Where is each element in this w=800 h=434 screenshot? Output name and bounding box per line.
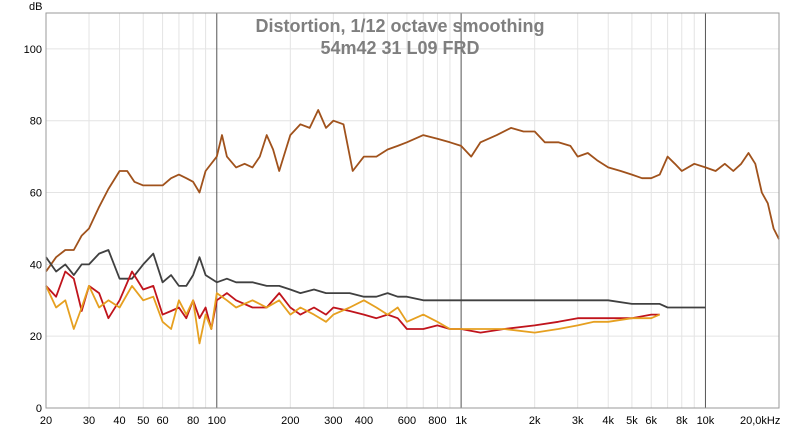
x-tick-label: 1k [455,415,467,427]
y-tick-label: 20 [30,331,42,343]
x-tick-label: 600 [398,415,416,427]
y-tick-label: 40 [30,259,42,271]
x-tick-label: 5k [626,415,638,427]
x-tick-label: 50 [137,415,149,427]
chart-subtitle: 54m42 31 L09 FRD [320,38,479,58]
y-tick-label: 100 [24,44,42,56]
plot-frame [45,12,780,409]
chart-title: Distortion, 1/12 octave smoothing [255,16,544,36]
series-line-2 [45,249,706,309]
x-tick-label: 30 [83,415,95,427]
y-tick-label: 80 [30,116,42,128]
y-axis-label: dB [29,1,42,13]
x-tick-label: 3k [572,415,584,427]
y-tick-label: 0 [36,403,42,415]
x-tick-label: 20 [40,415,52,427]
x-tick-label: 60 [156,415,168,427]
y-tick-label: 60 [30,188,42,200]
x-tick-label: 6k [645,415,657,427]
x-tick-label: 10k [697,415,715,427]
x-tick-label: 4k [602,415,614,427]
series-line-4 [45,285,661,345]
x-tick-label: 100 [208,415,226,427]
x-tick-label: 40 [113,415,125,427]
x-tick-label: 2k [529,415,541,427]
x-tick-label: 20,0kHz [740,415,780,427]
series-line-3 [45,270,660,334]
x-tick-label: 400 [355,415,373,427]
series-line-1 [45,109,780,273]
x-tick-label: 300 [324,415,342,427]
x-tick-label: 800 [428,415,446,427]
x-tick-label: 8k [676,415,688,427]
x-tick-label: 200 [281,415,299,427]
plot-area [46,13,779,408]
series-layer [45,109,780,345]
x-tick-label: 80 [187,415,199,427]
